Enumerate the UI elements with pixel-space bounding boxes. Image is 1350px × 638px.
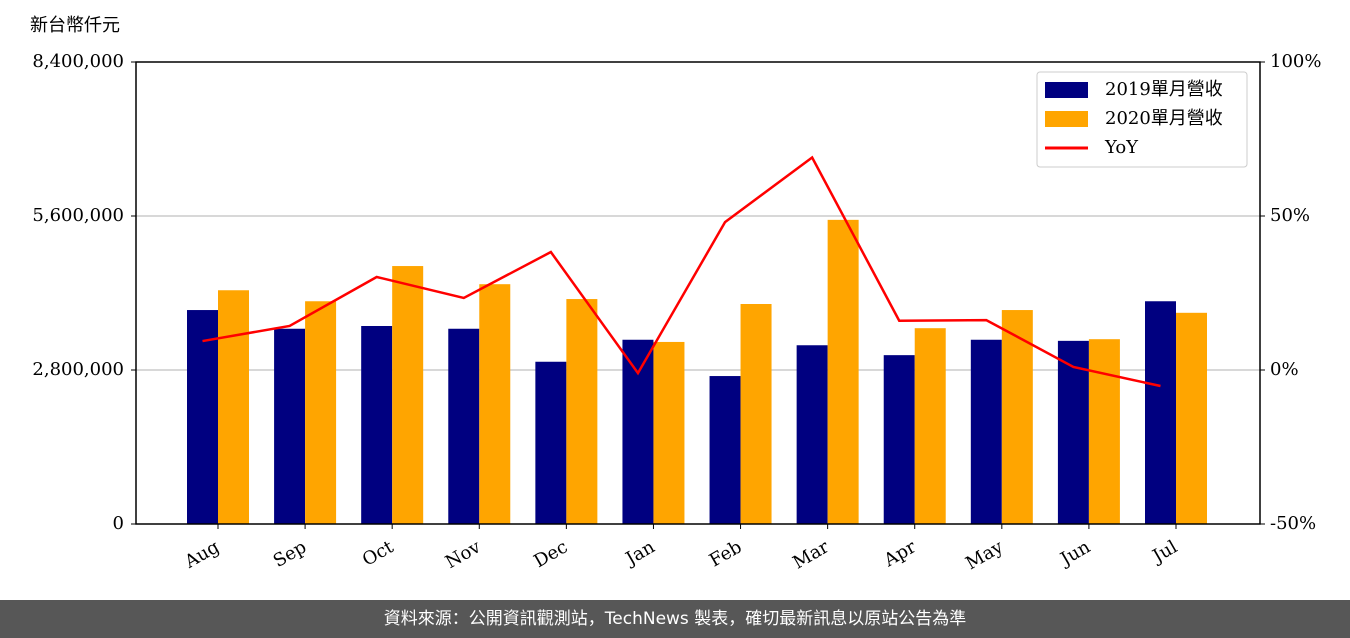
bar — [970, 339, 1002, 524]
bar — [709, 376, 741, 524]
line — [202, 155, 1161, 388]
y-tick-label: 0 — [113, 513, 124, 534]
x-tick-label: Jul — [1147, 536, 1181, 568]
bar — [1057, 340, 1089, 524]
x-tick-label: Jun — [1055, 536, 1094, 571]
legend-label: YoY — [1104, 137, 1139, 158]
bar — [361, 326, 393, 524]
bar — [392, 266, 424, 524]
bar — [566, 299, 598, 524]
y2-tick-label: 0% — [1270, 359, 1299, 380]
x-tick-label: Aug — [180, 536, 223, 573]
y-tick-label: 5,600,000 — [32, 205, 124, 226]
bar — [1176, 312, 1207, 524]
bar — [1145, 301, 1176, 524]
bar — [218, 290, 249, 524]
bar — [1001, 310, 1033, 524]
bar — [653, 341, 685, 524]
bar — [535, 361, 567, 524]
bar — [740, 304, 772, 524]
y2-tick-label: 100% — [1270, 51, 1321, 72]
chart: 新台幣仟元 0 2,800,000 5,600,000 8,400,000 -50% 0%… — [30, 15, 1321, 574]
bar — [448, 328, 480, 524]
x-tick-label: Nov — [442, 536, 485, 573]
bar — [305, 301, 337, 524]
bar — [479, 284, 511, 524]
x-tick-label: Mar — [789, 536, 833, 573]
plot-frame — [135, 61, 1261, 525]
x-tick-label: May — [962, 536, 1007, 574]
bar — [883, 355, 915, 524]
legend-box — [1036, 71, 1248, 168]
y2-tick-label: -50% — [1270, 513, 1316, 534]
bar — [187, 310, 218, 524]
footer: 資料來源：公開資訊觀測站，TechNews 製表，確切最新訊息以原站公告為準 — [0, 600, 1350, 638]
y-axis-label: 新台幣仟元 — [30, 15, 120, 36]
x-tick-label: Dec — [530, 536, 571, 572]
y2-tick-label: 50% — [1270, 205, 1310, 226]
y-tick-label: 2,800,000 — [32, 359, 124, 380]
x-tick-label: Feb — [706, 536, 746, 571]
x-tick-label: Jan — [621, 536, 659, 570]
bar — [1088, 339, 1120, 524]
bar — [622, 339, 654, 524]
x-tick-label: Apr — [880, 536, 920, 571]
x-tick-label: Oct — [359, 536, 398, 571]
y-tick-label: 8,400,000 — [32, 51, 124, 72]
legend-swatch — [1045, 111, 1088, 127]
bar — [796, 345, 828, 524]
bar — [827, 219, 859, 524]
bar — [914, 328, 946, 524]
bar — [274, 328, 306, 524]
legend-label: 2020單月營收 — [1105, 108, 1223, 129]
x-tick-label: Sep — [270, 536, 310, 571]
legend-swatch — [1045, 82, 1088, 98]
legend-label: 2019單月營收 — [1105, 79, 1223, 100]
